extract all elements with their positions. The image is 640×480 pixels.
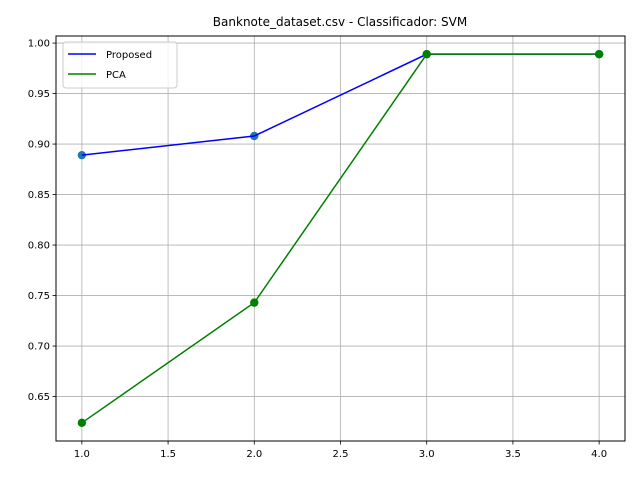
y-axis: 0.65 0.70 0.75 0.80 0.85 0.90 0.95 1.00 bbox=[28, 39, 56, 403]
y-tick-label: 0.75 bbox=[28, 291, 50, 302]
grid bbox=[56, 36, 625, 441]
y-tick-label: 0.90 bbox=[28, 140, 50, 151]
x-axis: 1.0 1.5 2.0 2.5 3.0 3.5 4.0 bbox=[74, 441, 607, 460]
y-tick-label: 0.80 bbox=[28, 241, 50, 252]
legend: Proposed PCA bbox=[62, 41, 178, 89]
x-tick-label: 3.5 bbox=[505, 449, 521, 460]
y-tick-label: 0.95 bbox=[28, 89, 50, 100]
series-layer bbox=[77, 49, 604, 428]
x-tick-label: 2.5 bbox=[333, 449, 349, 460]
legend-label: PCA bbox=[106, 70, 126, 81]
y-tick-label: 0.85 bbox=[28, 190, 50, 201]
x-tick-label: 3.0 bbox=[419, 449, 435, 460]
legend-box bbox=[62, 41, 178, 89]
series-pca bbox=[77, 49, 604, 428]
y-tick-label: 0.70 bbox=[28, 342, 50, 353]
x-tick-label: 1.0 bbox=[74, 449, 90, 460]
legend-label: Proposed bbox=[106, 50, 152, 61]
series-line bbox=[81, 53, 600, 424]
x-tick-label: 2.0 bbox=[246, 449, 262, 460]
x-tick-label: 1.5 bbox=[160, 449, 176, 460]
y-tick-label: 1.00 bbox=[28, 39, 50, 50]
x-tick-label: 4.0 bbox=[591, 449, 607, 460]
y-tick-label: 0.65 bbox=[28, 392, 50, 403]
chart-title: Banknote_dataset.csv - Classificador: SV… bbox=[213, 15, 467, 29]
